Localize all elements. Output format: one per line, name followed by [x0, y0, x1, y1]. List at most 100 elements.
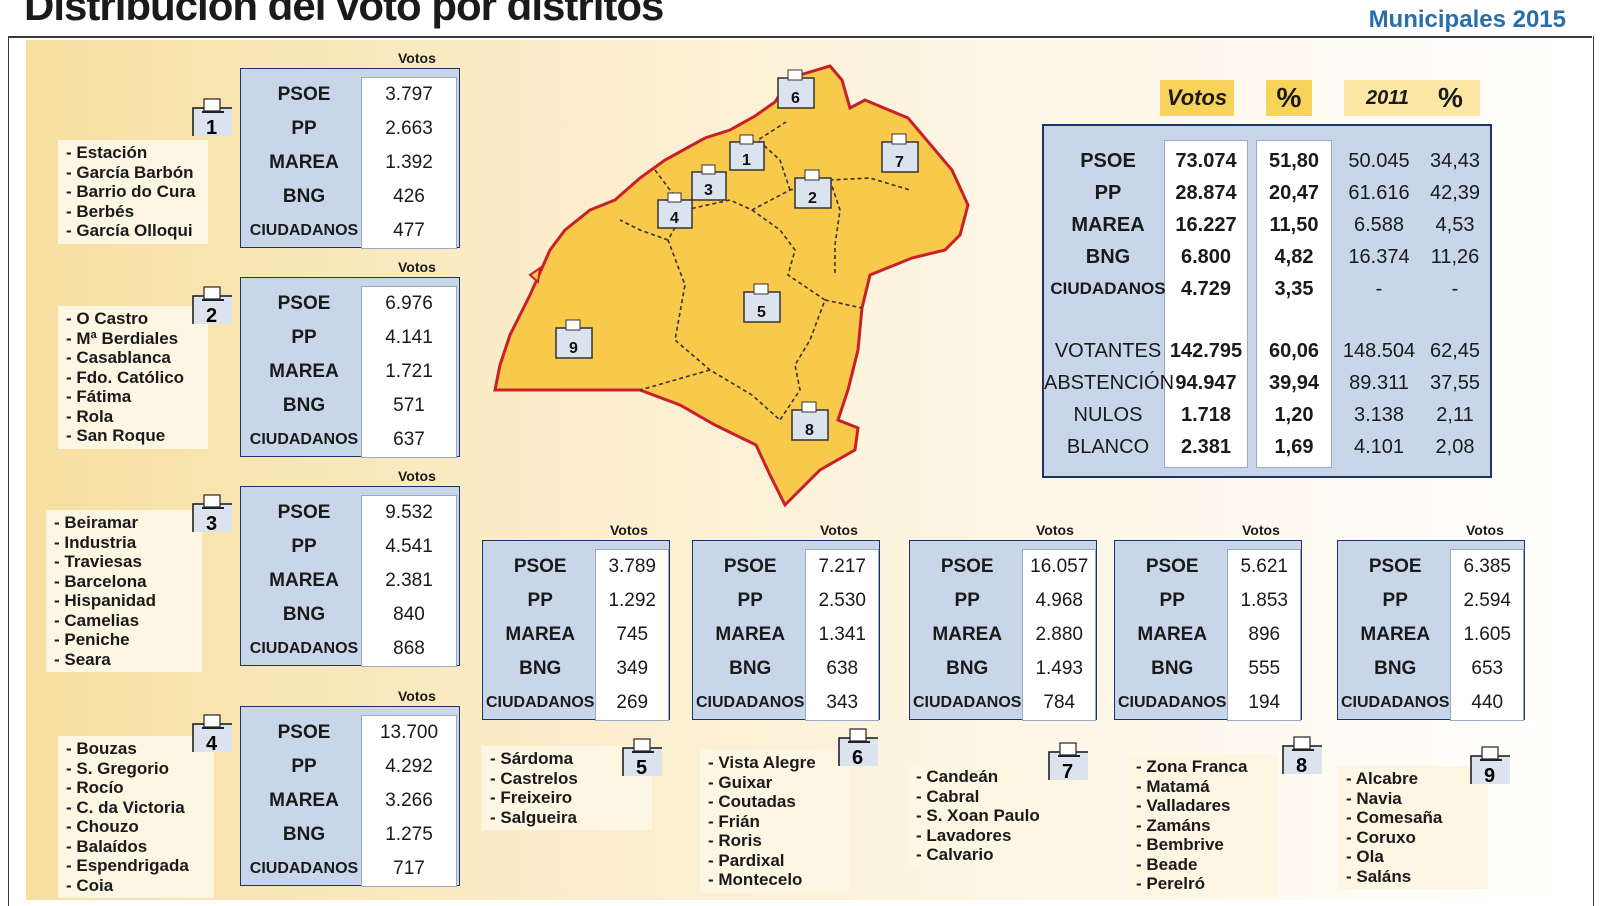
party-name: BNG: [1151, 658, 1194, 679]
ballot-number: 2: [206, 305, 217, 324]
district-4-results: PSOE 13.700 PP 4.292 MAREA 3.266 BNG 1.275 CIUDA…: [240, 706, 460, 887]
party-name: BNG: [946, 658, 989, 679]
party-votes: 1.392: [361, 146, 457, 180]
barrio-item: - Barrio do Cura: [66, 182, 196, 201]
map-ballot-markers: 6 1 7 3 2 4 5 9 8: [555, 69, 919, 441]
summary-votos-column: [1164, 140, 1248, 468]
party-name: CIUDADANOS: [249, 222, 359, 240]
party-votes: 343: [805, 686, 879, 721]
summary-name-cell: NULOS: [1073, 404, 1143, 426]
result-row: CIUDADANOS 784: [912, 686, 1096, 721]
party-votes: 3.266: [361, 784, 457, 818]
barrio-item: - S. Gregorio: [66, 758, 169, 778]
district-7-barrios: - Candeán - Cabral - S. Xoan Paulo - Lavado…: [908, 764, 1078, 868]
district-9-results: PSOE 6.385 PP 2.594 MAREA 1.605 BNG 653 CIUDADAN…: [1337, 540, 1525, 721]
party-votes: 3.789: [595, 549, 669, 584]
party-votes: 1.853: [1227, 584, 1301, 618]
summary-row: BLANCO 2.381 1,69 4.101 2,08: [1044, 432, 1494, 462]
party-votes: 1.292: [595, 584, 669, 618]
barrio-item: - Rocío: [66, 778, 124, 797]
party-name: MAREA: [1360, 624, 1431, 645]
barrio-item: - San Roque: [66, 426, 166, 445]
district-5-barrios: - Sárdoma - Castrelos - Freixeiro - Salguei…: [482, 746, 652, 830]
party-name: CIUDADANOS: [249, 860, 359, 878]
party-name: CIUDADANOS: [913, 694, 1022, 712]
summary-header-pct: %: [1266, 80, 1312, 116]
summary-name-cell: VOTANTES: [1054, 340, 1162, 362]
party-name: PP: [954, 590, 980, 611]
map-marker-8: 8: [805, 422, 814, 439]
party-name: PP: [527, 590, 553, 611]
party-name: MAREA: [505, 624, 576, 645]
party-name: PP: [737, 590, 763, 611]
ballot-number: 8: [1296, 755, 1307, 774]
summary-header-2011: 2011 %: [1344, 80, 1480, 116]
barrio-item: - Bouzas: [66, 739, 137, 758]
barrio-item: - Sárdoma: [490, 749, 574, 768]
party-votes: 745: [595, 618, 669, 652]
party-name: MAREA: [269, 361, 339, 382]
barrio-item: - Hispanidad: [54, 591, 157, 610]
result-row: PSOE 6.385: [1340, 549, 1524, 584]
party-name: MAREA: [932, 624, 1003, 645]
ballot-number: 1: [206, 117, 217, 136]
barrio-item: - Candeán: [916, 767, 999, 786]
party-name: PSOE: [723, 555, 777, 577]
barrio-item: - Frián: [708, 811, 760, 831]
party-votes: 3.797: [361, 77, 457, 112]
barrio-item: - Beiramar: [54, 513, 139, 532]
summary-pct-cell: 1,69: [1274, 436, 1314, 458]
party-votes: 440: [1450, 686, 1524, 721]
party-name: PSOE: [1145, 555, 1199, 577]
party-votes: 6.976: [361, 286, 457, 321]
party-name: BNG: [729, 658, 772, 679]
barrio-item: - Espendrigada: [66, 856, 189, 875]
barrio-item: - Barcelona: [54, 571, 147, 591]
party-name: BNG: [282, 186, 326, 207]
party-name: PSOE: [277, 83, 331, 105]
result-row: MAREA 1.341: [695, 618, 879, 652]
result-row: MAREA 896: [1117, 618, 1301, 652]
result-row: PP 2.663: [247, 112, 457, 146]
party-votes: 1.721: [361, 355, 457, 389]
summary-votos-cell: 16.227: [1175, 214, 1237, 236]
barrio-item: - Montecelo: [708, 870, 803, 889]
result-row: CIUDADANOS 868: [247, 632, 457, 667]
summary-name-cell: BLANCO: [1066, 436, 1150, 458]
summary-p2011-cell: -: [1451, 278, 1459, 300]
summary-pct-cell: 20,47: [1268, 182, 1320, 204]
district-2-results: PSOE 6.976 PP 4.141 MAREA 1.721 BNG 571 CIUDADAN…: [240, 277, 460, 458]
party-name: MAREA: [269, 570, 339, 591]
barrio-item: - Matamá: [1136, 776, 1210, 796]
party-votes: 9.532: [361, 495, 457, 530]
ballot-box-icon: 8: [1282, 736, 1322, 774]
barrio-item: - Roris: [708, 831, 762, 850]
result-row: PSOE 3.797: [247, 77, 457, 112]
party-name: PSOE: [1368, 555, 1422, 577]
result-row: MAREA 2.880: [912, 618, 1096, 652]
result-row: BNG 555: [1117, 652, 1301, 686]
district-4-barrios: - Bouzas - S. Gregorio - Rocío - C. da Vict…: [58, 736, 214, 898]
party-votes: 638: [805, 652, 879, 686]
district-6-results: PSOE 7.217 PP 2.530 MAREA 1.341 BNG 638 CIUDADAN…: [692, 540, 880, 721]
result-row: PP 2.530: [695, 584, 879, 618]
party-votes: 2.530: [805, 584, 879, 618]
party-votes: 2.663: [361, 112, 457, 146]
summary-name-cell: PSOE: [1080, 150, 1136, 172]
party-votes: 868: [361, 632, 457, 667]
party-votes: 426: [361, 180, 457, 214]
map-marker-3: 3: [704, 182, 713, 199]
map-marker-7: 7: [895, 154, 904, 171]
ballot-number: 9: [1484, 765, 1495, 784]
district-8-barrios: - Zona Franca - Matamá - Valladares - Zamán…: [1128, 754, 1278, 897]
votos-label: Votos: [1242, 522, 1280, 538]
barrio-item: - Traviesas: [54, 552, 142, 571]
summary-v2011-cell: 61.616: [1348, 182, 1410, 204]
district-boundaries: [619, 121, 911, 421]
barrio-item: - García Olloqui: [66, 221, 193, 240]
barrio-item: - Coruxo: [1346, 827, 1416, 847]
result-row: MAREA 1.392: [247, 146, 457, 180]
party-name: BNG: [519, 658, 562, 679]
result-row: CIUDADANOS 194: [1117, 686, 1301, 721]
result-row: BNG 1.275: [247, 818, 457, 852]
